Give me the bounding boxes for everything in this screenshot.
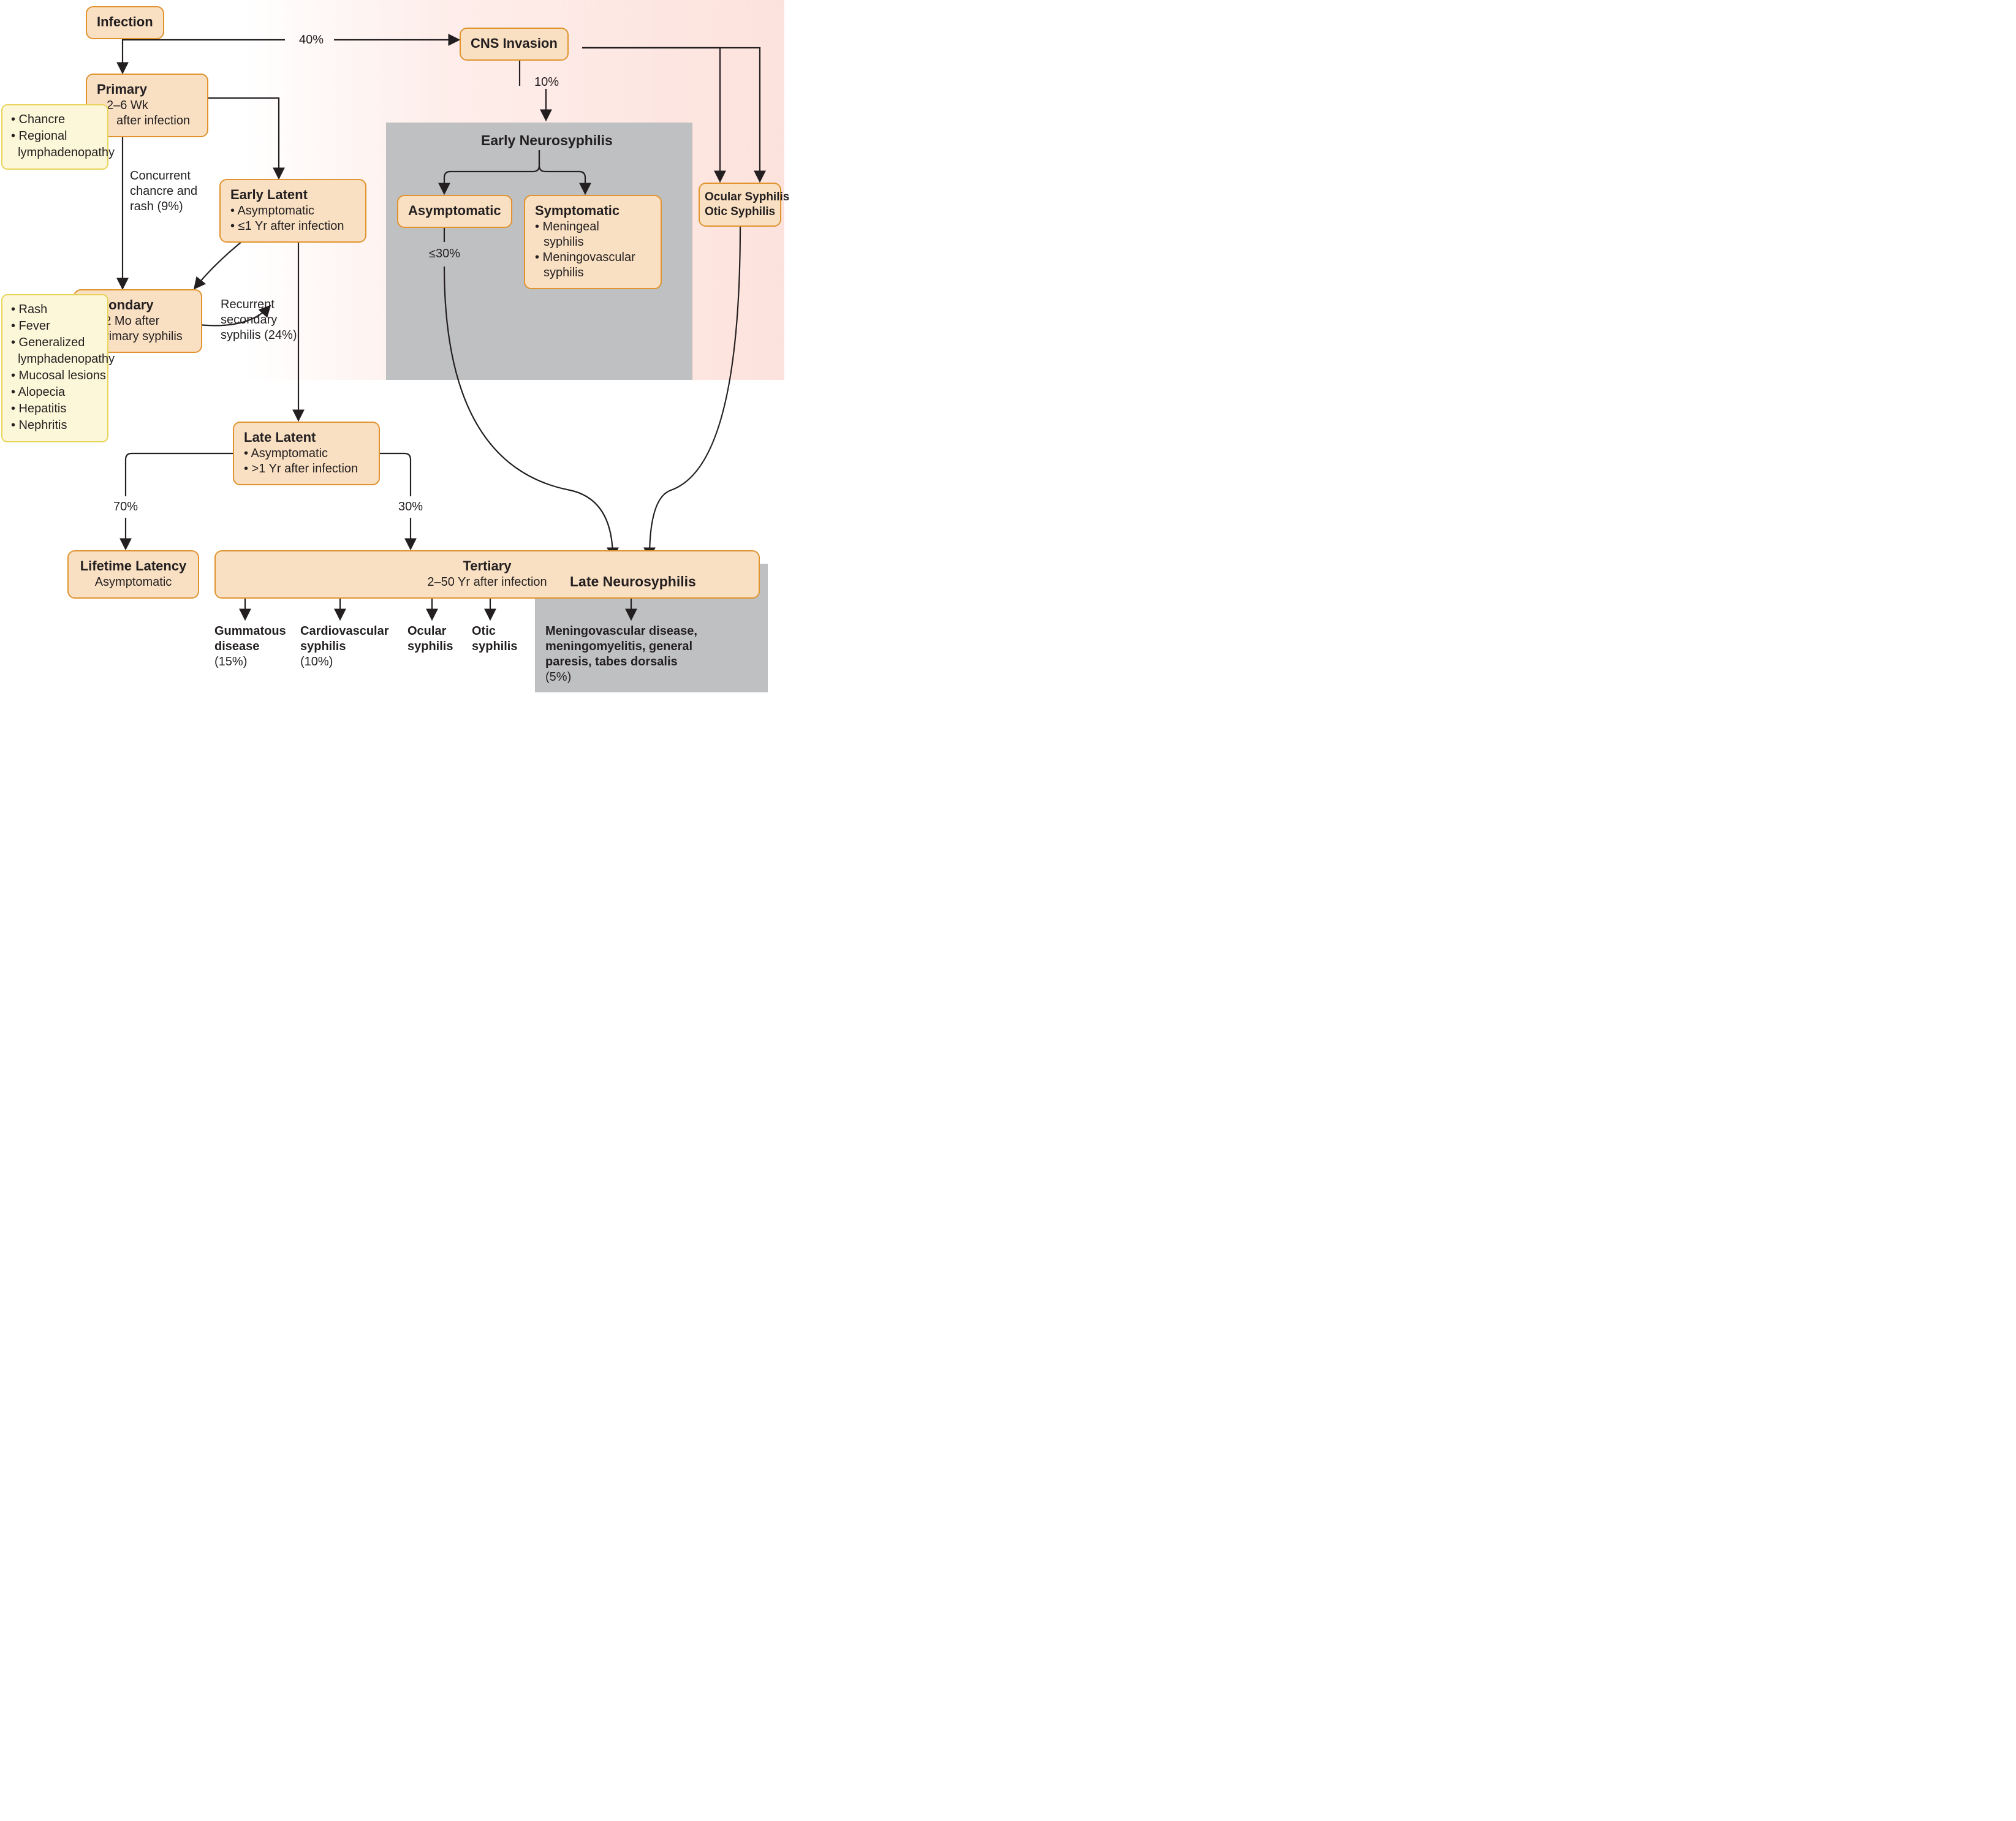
outcome-ocular: Ocular syphilis [407,624,453,654]
edge-label-40pct: 40% [299,32,324,48]
gummatous-t: Gummatous [214,624,286,638]
sidebox-primary-symptoms: • Chancre • Regional lymphadenopathy [1,104,108,170]
symptomatic-b3: • Meningovascular [535,250,651,265]
node-ocular-otic: Ocular Syphilis Otic Syphilis [699,183,781,227]
late-latent-title: Late Latent [244,429,369,446]
late-neuro-l2: meningomyelitis, general [545,640,692,653]
node-lifetime-latency: Lifetime Latency Asymptomatic [67,550,199,599]
secondary-sx-5: • Alopecia [11,384,99,401]
otic-t: Otic [472,624,496,638]
outcome-gummatous: Gummatous disease (15%) [214,624,286,670]
edge-label-70pct: 70% [113,499,138,515]
node-cns-invasion: CNS Invasion [460,28,569,61]
primary-sub2: after infection [116,114,190,127]
node-late-latent: Late Latent • Asymptomatic • >1 Yr after… [233,422,380,485]
ocular-t: Ocular [407,624,446,638]
sidebox-secondary-symptoms: • Rash • Fever • Generalized lymphadenop… [1,294,108,442]
secondary-sx-3: lymphadenopathy [11,351,99,368]
late-neuro-l3: paresis, tabes dorsalis [545,655,678,668]
late-neuro-pct: (5%) [545,670,571,684]
primary-title: Primary [97,81,197,98]
tertiary-title: Tertiary [225,558,749,575]
lifetime-sub: Asymptomatic [78,575,188,590]
early-latent-b2: • ≤1 Yr after infection [230,219,355,234]
secondary-sx-0: • Rash [11,301,99,318]
secondary-sx-4: • Mucosal lesions [11,368,99,384]
early-latent-title: Early Latent [230,186,355,203]
early-latent-b1: • Asymptomatic [230,203,355,219]
lifetime-title: Lifetime Latency [78,558,188,575]
primary-sx-2: lymphadenopathy [11,145,99,161]
node-asymptomatic: Asymptomatic [397,195,512,228]
cardio-t: Cardiovascular [300,624,389,638]
asymptomatic-title: Asymptomatic [408,202,501,219]
symptomatic-title: Symptomatic [535,202,651,219]
node-early-latent: Early Latent • Asymptomatic • ≤1 Yr afte… [219,179,366,243]
late-neuro-l1: Meningovascular disease, [545,624,697,638]
edge-label-30pct: 30% [398,499,423,515]
late-neurosyphilis-title: Late Neurosyphilis [570,573,696,591]
cardio-t2: syphilis [300,640,346,653]
secondary-sx-6: • Hepatitis [11,401,99,417]
otic-syphilis-line: Otic Syphilis [705,205,775,219]
late-latent-b1: • Asymptomatic [244,446,369,461]
primary-sx-1: • Regional [11,128,99,145]
otic-t2: syphilis [472,640,517,653]
gummatous-pct: (15%) [214,655,247,668]
edge-label-10pct: 10% [534,75,559,90]
ocular-syphilis-line: Ocular Syphilis [705,190,775,205]
ocular-t2: syphilis [407,640,453,653]
secondary-sub2: primary syphilis [98,330,183,343]
symptomatic-b4: syphilis [535,265,651,281]
edge-label-concurrent-2: chancre and [130,184,197,199]
outcome-late-neuro: Meningovascular disease, meningomyelitis… [545,624,757,685]
edge-label-concurrent-3: rash (9%) [130,199,183,214]
node-infection: Infection [86,6,164,39]
secondary-sx-1: • Fever [11,318,99,335]
infection-title: Infection [97,13,153,31]
symptomatic-b1: • Meningeal [535,219,651,235]
late-latent-b2: • >1 Yr after infection [244,461,369,477]
edge-label-recurrent-2: secondary [221,312,277,328]
edge-label-recurrent-3: syphilis (24%) [221,328,297,343]
gummatous-t2: disease [214,640,259,653]
edge-label-recurrent-1: Recurrent [221,297,275,312]
secondary-sx-2: • Generalized [11,335,99,351]
secondary-sx-7: • Nephritis [11,417,99,434]
symptomatic-b2: syphilis [535,235,651,250]
outcome-otic: Otic syphilis [472,624,517,654]
primary-sub1: 2–6 Wk [107,99,148,112]
cns-title: CNS Invasion [471,35,558,52]
early-neurosyphilis-title: Early Neurosyphilis [481,132,613,150]
edge-label-concurrent-1: Concurrent [130,168,191,184]
primary-sx-0: • Chancre [11,112,99,128]
outcome-cardiovascular: Cardiovascular syphilis (10%) [300,624,389,670]
cardio-pct: (10%) [300,655,333,668]
edge-label-le30pct: ≤30% [429,246,460,262]
node-symptomatic: Symptomatic • Meningeal syphilis • Menin… [524,195,662,289]
